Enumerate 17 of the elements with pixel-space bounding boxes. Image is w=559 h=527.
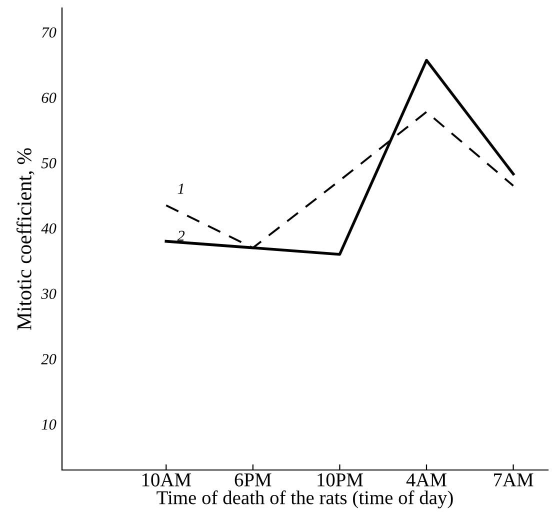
series-label: 2 — [177, 230, 185, 241]
y-axis-title: Mitotic coefficient, % — [16, 148, 34, 330]
line-series — [164, 58, 515, 256]
x-tick-label: 4AM — [406, 473, 446, 486]
x-tick-label: 7AM — [494, 473, 534, 486]
y-tick-label: 10 — [42, 419, 56, 430]
y-tick-label: 50 — [41, 158, 56, 168]
y-tick-label: 70 — [42, 27, 56, 38]
x-tick-label: 10PM — [318, 473, 363, 486]
y-tick-label: 20 — [41, 354, 56, 364]
x-tick-label: 6PM — [234, 473, 272, 486]
y-tick-label: 40 — [41, 223, 56, 234]
y-tick-label: 30 — [41, 288, 56, 300]
x-tick-label: 10AM — [142, 473, 191, 486]
x-axis-title: Time of death of the rats (time of day) — [156, 490, 453, 508]
series-label: 1 — [178, 184, 184, 194]
y-tick-label: 60 — [42, 92, 56, 103]
